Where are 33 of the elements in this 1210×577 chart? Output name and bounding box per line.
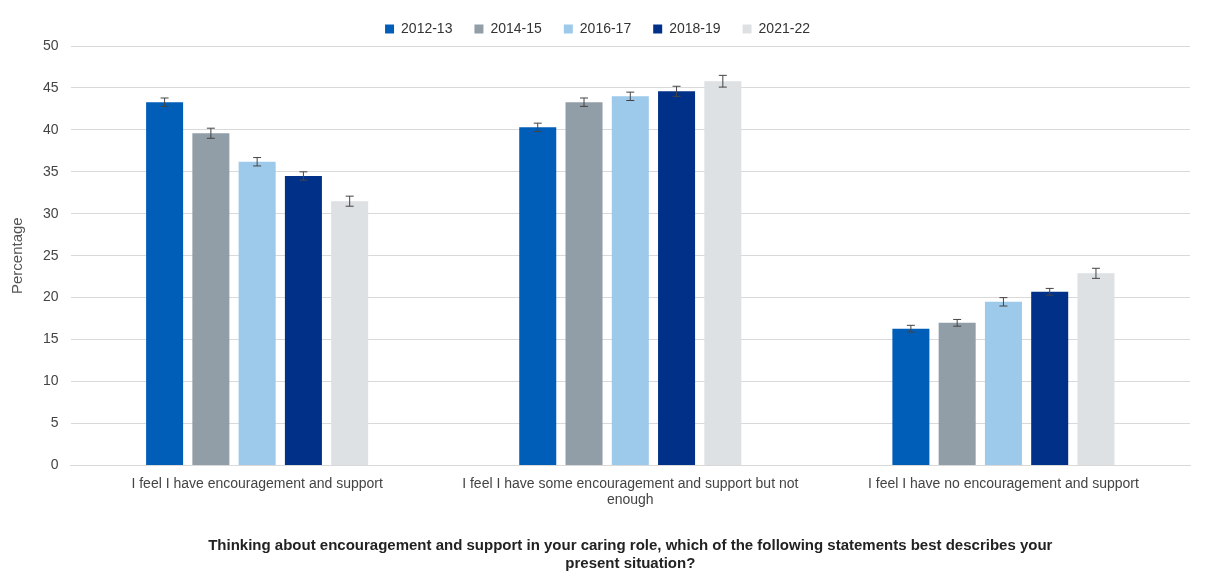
bar: [565, 102, 603, 465]
y-tick-label: 40: [42, 120, 59, 137]
bar: [984, 301, 1022, 465]
x-tick-label: I feel I have no encouragement and support: [868, 474, 1139, 491]
legend-label: 2016-17: [579, 19, 632, 36]
y-tick-label: 50: [42, 36, 59, 53]
bar: [146, 102, 184, 465]
y-tick-label: 45: [42, 78, 59, 95]
bar: [658, 91, 696, 465]
legend-label: 2012-13: [401, 19, 453, 36]
y-tick-label: 25: [42, 246, 59, 263]
y-tick-label: 15: [42, 330, 59, 347]
bar: [519, 127, 557, 465]
y-tick-label: 20: [42, 288, 59, 305]
y-tick-label: 30: [42, 204, 59, 221]
y-tick-label: 5: [50, 414, 59, 431]
x-tick-label: I feel I have encouragement and support: [131, 474, 383, 491]
bar: [284, 176, 322, 465]
x-axis-title: Thinking about encouragement and support in your caring role, which of the following statements best describes your present situation?: [208, 536, 1053, 572]
bar: [192, 133, 230, 465]
legend-label: 2021-22: [758, 19, 811, 36]
y-tick-label: 35: [42, 162, 59, 179]
y-tick-label: 0: [50, 456, 59, 473]
bar: [1031, 291, 1069, 465]
legend-label: 2018-19: [669, 19, 721, 36]
bar: [611, 96, 649, 465]
y-tick-label: 10: [42, 372, 59, 389]
bar: [892, 328, 930, 465]
bar: [238, 161, 276, 465]
bar: [938, 322, 976, 465]
y-axis-title: Percentage: [8, 217, 26, 295]
legend-label: 2014-15: [490, 19, 543, 36]
x-tick-label: I feel I have some encouragement and support but not enough: [462, 474, 799, 508]
